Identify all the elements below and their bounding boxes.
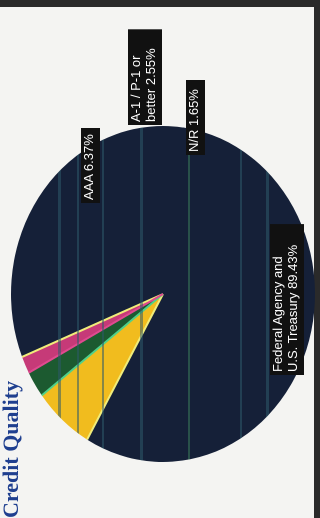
scan-stripe bbox=[266, 126, 269, 462]
slice-label-aaa: AAA 6.37% bbox=[81, 128, 100, 203]
scan-stripe bbox=[140, 126, 143, 462]
pie-scan-stripes bbox=[58, 126, 269, 462]
scan-stripe bbox=[77, 126, 79, 462]
slice-label-n-r: N/R 1.65% bbox=[186, 80, 205, 155]
slice-label-federal-agency-and-u-s-treasury: Federal Agency and U.S. Treasury 89.43% bbox=[270, 224, 304, 375]
slice-label-background bbox=[186, 80, 205, 155]
slice-label-background bbox=[270, 224, 304, 375]
scan-stripe bbox=[58, 126, 61, 462]
slice-label-text: Federal Agency and bbox=[270, 256, 285, 372]
slice-label-text: U.S. Treasury 89.43% bbox=[285, 244, 300, 372]
slice-separator-line bbox=[86, 293, 164, 441]
pie-slice-a-1-p-1-or-better bbox=[28, 294, 163, 396]
slice-separator-line bbox=[21, 293, 164, 358]
scan-stripe bbox=[188, 126, 190, 462]
right-border-rule bbox=[314, 0, 320, 518]
slice-label-a-1-p-1-or-better: A-1 / P-1 or better 2.55% bbox=[128, 29, 162, 125]
slice-label-text: better 2.55% bbox=[143, 48, 158, 122]
slice-label-text: N/R 1.65% bbox=[186, 89, 201, 152]
scan-stripe bbox=[240, 126, 242, 462]
scan-stripe bbox=[102, 126, 104, 462]
slice-label-text: AAA 6.37% bbox=[81, 134, 96, 200]
slice-label-background bbox=[81, 128, 100, 203]
pie-labels: Federal Agency and U.S. Treasury 89.43% AA… bbox=[81, 29, 304, 375]
slice-label-text: A-1 / P-1 or bbox=[128, 55, 143, 122]
slice-label-background bbox=[128, 29, 162, 125]
top-border-rule bbox=[0, 0, 320, 7]
